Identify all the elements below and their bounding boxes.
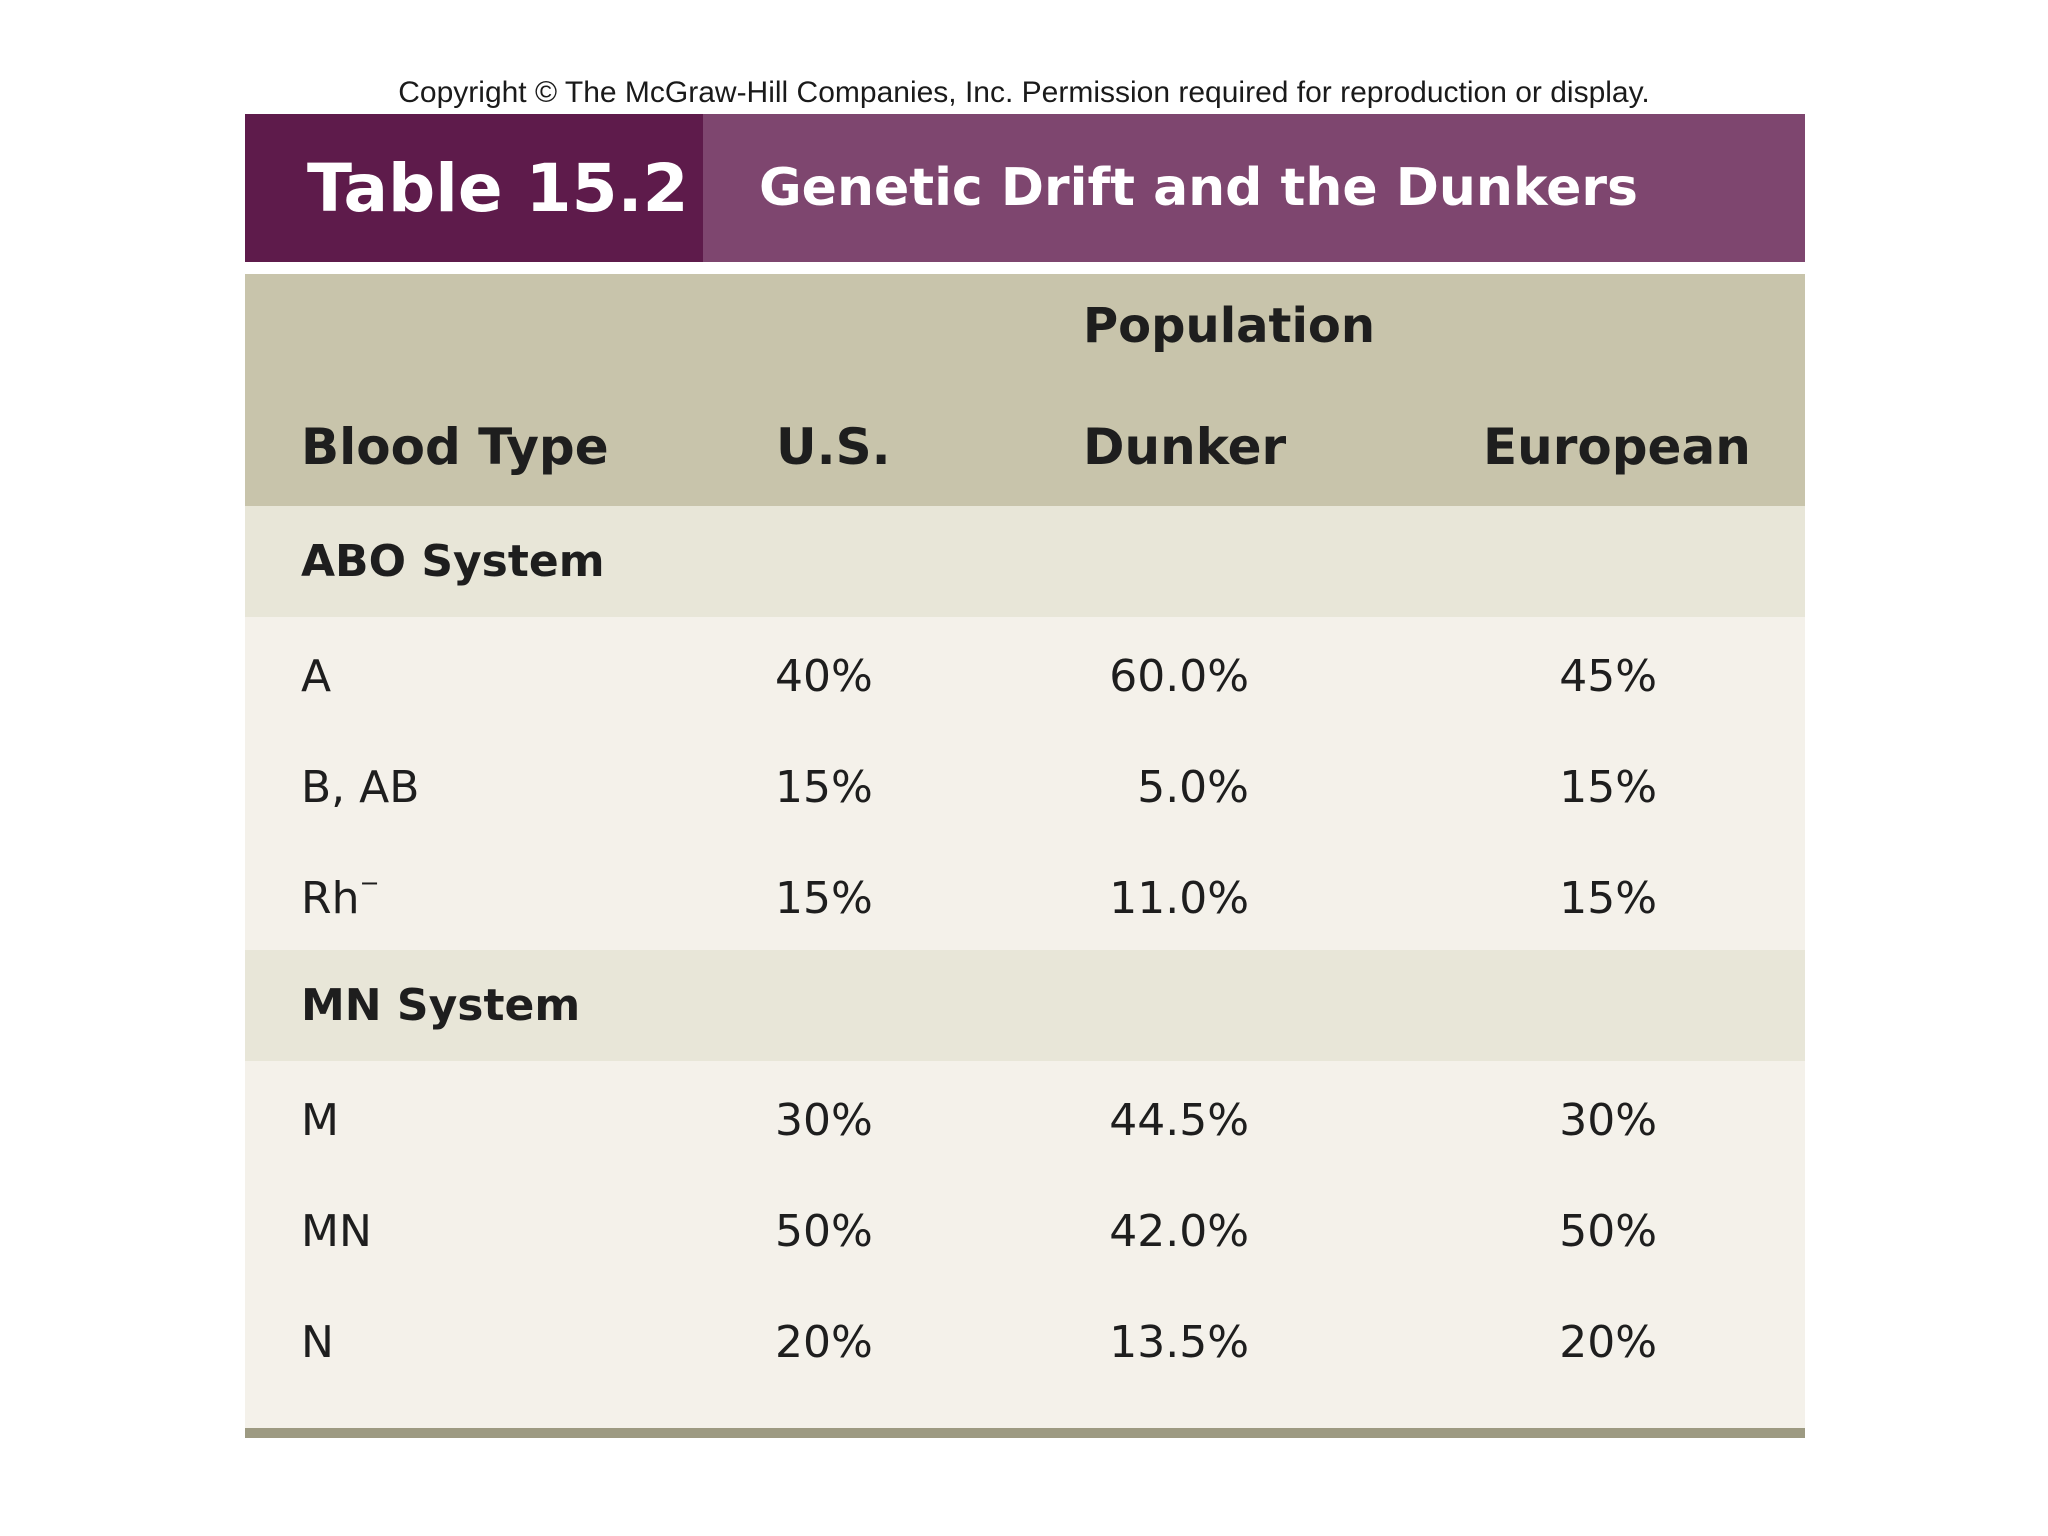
section-row-abo: ABO System	[245, 506, 1805, 617]
table-title: Genetic Drift and the Dunkers	[703, 114, 1805, 262]
table-bottom-padding	[245, 1394, 1805, 1428]
blood-type-cell: MN	[301, 1206, 372, 1257]
dunker-cell: 42.0%	[1109, 1206, 1249, 1257]
table-banner: Table 15.2 Genetic Drift and the Dunkers	[245, 114, 1805, 262]
section-label: MN System	[301, 980, 581, 1031]
table-row: A 40% 60.0% 45%	[245, 617, 1805, 728]
table-row: Rh− 15% 11.0% 15%	[245, 839, 1805, 950]
section-row-mn: MN System	[245, 950, 1805, 1061]
european-cell: 45%	[1559, 651, 1657, 702]
european-cell: 15%	[1559, 873, 1657, 924]
dunker-cell: 60.0%	[1109, 651, 1249, 702]
table-row: M 30% 44.5% 30%	[245, 1061, 1805, 1172]
us-cell: 15%	[775, 873, 873, 924]
us-cell: 15%	[775, 762, 873, 813]
european-cell: 20%	[1559, 1317, 1657, 1368]
us-cell: 50%	[775, 1206, 873, 1257]
dunker-cell: 13.5%	[1109, 1317, 1249, 1368]
copyright-notice: Copyright © The McGraw-Hill Companies, I…	[398, 76, 1650, 109]
blood-type-cell: N	[301, 1317, 334, 1368]
column-header-dunker: Dunker	[1083, 418, 1287, 476]
european-cell: 30%	[1559, 1095, 1657, 1146]
blood-type-table: Population Blood Type U.S. Dunker Europe…	[245, 274, 1805, 1438]
table-row: B, AB 15% 5.0% 15%	[245, 728, 1805, 839]
table-bottom-rule	[245, 1428, 1805, 1438]
blood-type-cell: M	[301, 1095, 339, 1146]
us-cell: 30%	[775, 1095, 873, 1146]
us-cell: 20%	[775, 1317, 873, 1368]
blood-type-cell: Rh−	[301, 869, 380, 924]
table-number: Table 15.2	[245, 114, 703, 262]
column-header-blood-type: Blood Type	[301, 418, 609, 476]
population-group-header: Population	[1083, 298, 1376, 354]
table-header: Population Blood Type U.S. Dunker Europe…	[245, 274, 1805, 506]
european-cell: 50%	[1559, 1206, 1657, 1257]
table-row: MN 50% 42.0% 50%	[245, 1172, 1805, 1283]
dunker-cell: 11.0%	[1109, 873, 1249, 924]
blood-type-cell: B, AB	[301, 762, 420, 813]
european-cell: 15%	[1559, 762, 1657, 813]
blood-type-cell: A	[301, 651, 332, 702]
dunker-cell: 44.5%	[1109, 1095, 1249, 1146]
dunker-cell: 5.0%	[1137, 762, 1249, 813]
table-row: N 20% 13.5% 20%	[245, 1283, 1805, 1394]
section-label: ABO System	[301, 536, 605, 587]
column-header-us: U.S.	[776, 418, 891, 476]
us-cell: 40%	[775, 651, 873, 702]
column-header-european: European	[1483, 418, 1751, 476]
